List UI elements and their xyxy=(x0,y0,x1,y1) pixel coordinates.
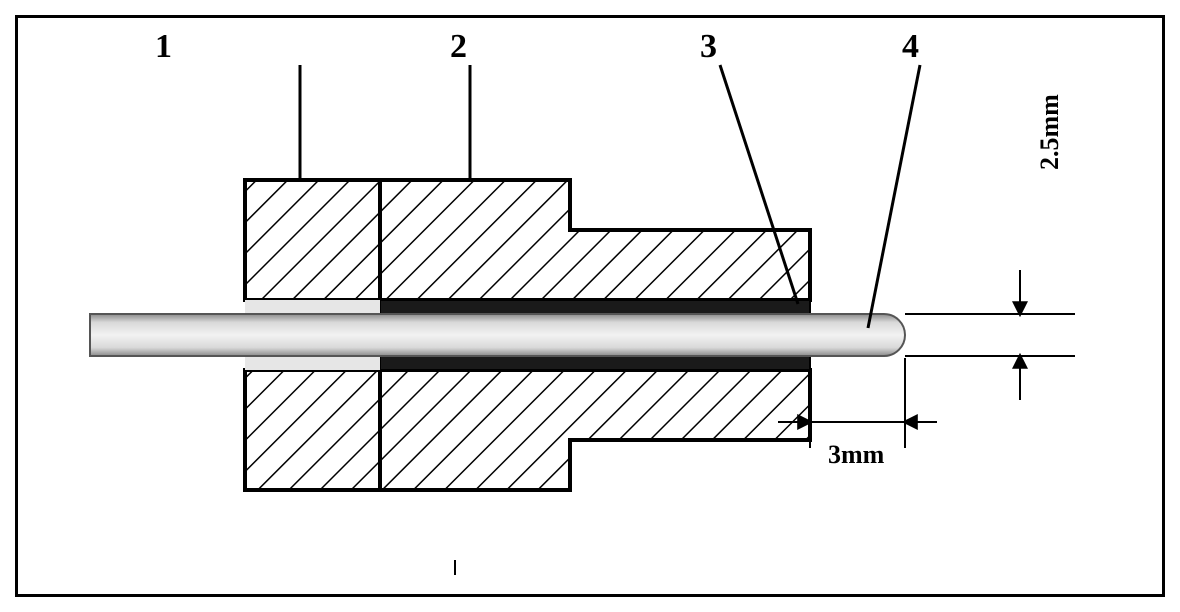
callout-label-1: 1 xyxy=(155,28,172,66)
shaft xyxy=(90,314,905,356)
figure-canvas: 1 2 3 4 2.5mm 3mm xyxy=(0,0,1180,612)
bore-gap-lower xyxy=(245,356,380,370)
sleeve-lower xyxy=(380,356,810,370)
housing-lower xyxy=(245,370,810,490)
dim-diameter-label: 2.5mm xyxy=(1035,94,1065,170)
callout-line-4 xyxy=(868,65,920,328)
diagram-svg xyxy=(0,0,1180,612)
dim-protrusion-label: 3mm xyxy=(828,440,884,470)
sleeve-upper xyxy=(380,300,810,314)
housing-upper xyxy=(245,180,810,300)
bore-gap-upper xyxy=(245,300,380,314)
callout-label-4: 4 xyxy=(902,28,919,66)
callout-label-2: 2 xyxy=(450,28,467,66)
callout-label-3: 3 xyxy=(700,28,717,66)
